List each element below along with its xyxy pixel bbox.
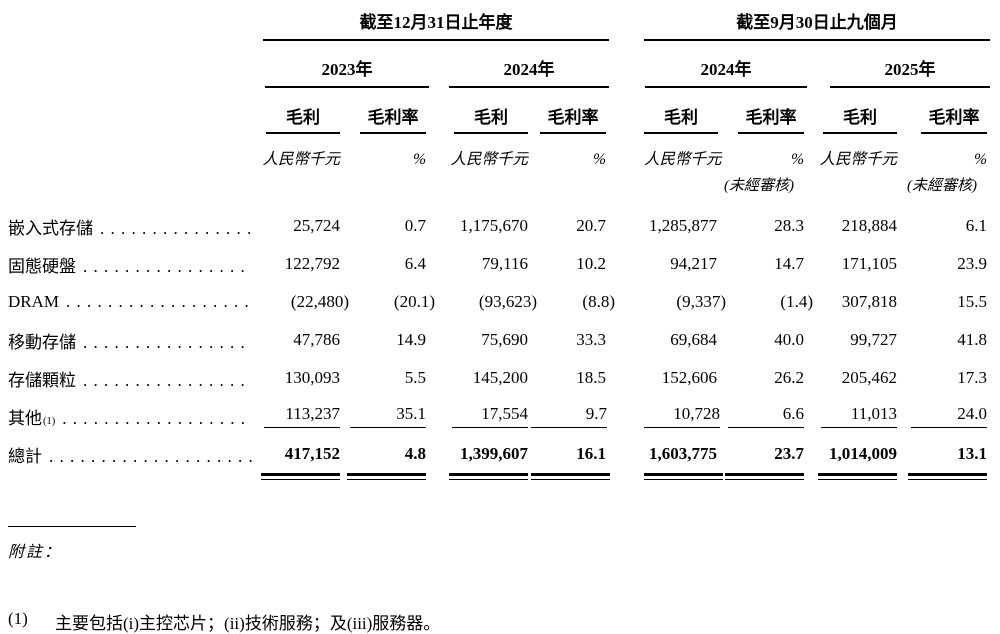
financial-table-page: 截至12月31日止年度 截至9月30日止九個月 2023年 2024年 2024… [0,0,1000,621]
double-rule [644,473,723,480]
dot-leader [66,292,252,312]
year-2024-9m: 2024年 [644,55,807,88]
year-header-row: 2023年 2024年 2024年 2025年 [8,55,990,88]
unit-percent: % [974,151,987,168]
row-label: 總計 [8,446,42,466]
table-row-embedded-storage: 嵌入式存儲 25,724 0.7 1,175,670 20.7 1,285,87… [8,207,990,245]
double-rule [347,473,426,480]
col-header-gross-margin: 毛利率 [720,103,807,134]
table-row-dram: DRAM (22,480) (20.1) (93,623) (8.8) (9,3… [8,283,990,321]
footnote-separator-rule [8,526,136,527]
table-row-mobile-storage: 移動存儲 47,786 14.9 75,690 33.3 69,684 40.0… [8,321,990,359]
row-label: 嵌入式存儲 [8,218,93,238]
footnote-heading: 附註： [8,544,63,561]
unaudited-note: (未經審核) [907,178,977,194]
double-rule [725,473,804,480]
year-2025-9m: 2025年 [807,55,990,88]
dot-leader [100,219,252,239]
unit-rmb-thousand: 人民幣千元 [644,151,722,168]
unaudited-note: (未經審核) [724,178,794,194]
unit-rmb-thousand: 人民幣千元 [450,151,528,168]
unit-percent: % [791,151,804,168]
footnote-item: (1) 主要包括(i)主控芯片；(ii)技術服務；及(iii)服務器。 [8,609,990,634]
units-row: 人民幣千元 % 人民幣千元 % 人民幣千元 % 人民幣千元 % [8,147,990,169]
period-group-year-ended-dec31: 截至12月31日止年度 [255,8,609,41]
unit-rmb-thousand: 人民幣千元 [819,151,897,168]
col-header-gross-margin: 毛利率 [900,103,990,134]
unit-rmb-thousand: 人民幣千元 [262,151,340,168]
row-label: 移動存儲 [8,332,76,352]
dot-leader [62,409,252,429]
col-header-gross-profit: 毛利 [429,103,531,134]
double-rule [908,473,987,480]
col-header-gross-profit: 毛利 [807,103,900,134]
dot-leader [83,257,252,277]
period-group-title: 截至12月31日止年度 [263,8,609,41]
period-group-nine-months-sep30: 截至9月30日止九個月 [644,8,990,41]
double-rule [449,473,528,480]
table-row-storage-wafer: 存儲顆粒 130,093 5.5 145,200 18.5 152,606 26… [8,359,990,397]
table-row-others: 其他(1) 113,237 35.1 17,554 9.7 10,728 6.6… [8,397,990,435]
footnote-text: 主要包括(i)主控芯片；(ii)技術服務；及(iii)服務器。 [55,614,441,633]
col-header-gross-profit: 毛利 [644,103,720,134]
footnote-ref: (1) [43,415,56,427]
row-label: 其他 [8,408,42,428]
col-header-gross-profit: 毛利 [255,103,343,134]
row-label: 存儲顆粒 [8,370,76,390]
footnote-marker: (1) [8,609,28,628]
row-label: 固態硬盤 [8,256,76,276]
dot-leader [83,371,252,391]
double-rule [818,473,897,480]
unaudited-row: (未經審核) (未經審核) [8,174,990,195]
col-header-gross-margin: 毛利率 [531,103,609,134]
period-group-header-row: 截至12月31日止年度 截至9月30日止九個月 [8,8,990,41]
double-rule [531,473,610,480]
year-2024: 2024年 [429,55,609,88]
table-row-ssd: 固態硬盤 122,792 6.4 79,116 10.2 94,217 14.7… [8,245,990,283]
unit-percent: % [413,151,426,168]
year-2023: 2023年 [255,55,429,88]
row-label: DRAM [8,292,60,311]
column-header-row: 毛利 毛利率 毛利 毛利率 毛利 毛利率 毛利 毛利率 [8,103,990,134]
double-rule [261,473,340,480]
unit-percent: % [593,151,606,168]
dot-leader [49,447,252,467]
period-group-title: 截至9月30日止九個月 [644,8,990,41]
table-row-total: 總計 417,152 4.8 1,399,607 16.1 1,603,775 … [8,435,990,473]
col-header-gross-margin: 毛利率 [343,103,429,134]
total-double-rule-row [8,473,990,482]
dot-leader [83,333,252,353]
